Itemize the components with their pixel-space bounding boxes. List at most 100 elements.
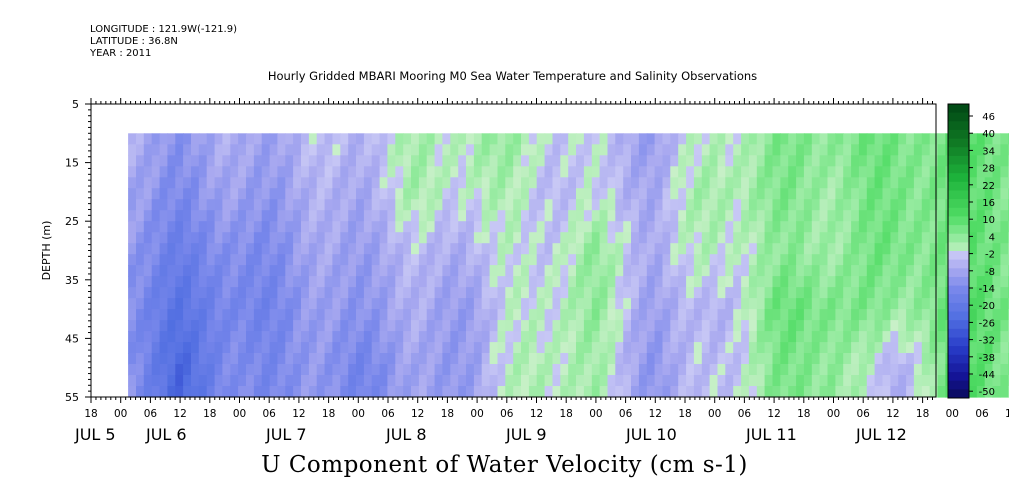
heatmap-cell bbox=[183, 375, 192, 387]
heatmap-cell bbox=[450, 276, 459, 288]
heatmap-cell bbox=[741, 177, 750, 189]
heatmap-cell bbox=[756, 199, 766, 211]
heatmap-cell bbox=[348, 320, 357, 332]
heatmap-cell bbox=[898, 243, 907, 255]
heatmap-cell bbox=[363, 276, 373, 288]
heatmap-cell bbox=[607, 287, 616, 299]
heatmap-cell bbox=[379, 254, 389, 266]
heatmap-cell bbox=[183, 254, 192, 266]
heatmap-cell bbox=[285, 166, 294, 178]
heatmap-cell bbox=[772, 309, 781, 321]
heatmap-cell bbox=[136, 386, 145, 398]
heatmap-cell bbox=[929, 287, 939, 299]
heatmap-cell bbox=[654, 298, 664, 310]
heatmap-cell bbox=[395, 199, 404, 211]
heatmap-cell bbox=[269, 342, 279, 354]
colorbar-swatch bbox=[948, 320, 969, 330]
heatmap-cell bbox=[811, 276, 821, 288]
heatmap-cell bbox=[851, 342, 860, 354]
heatmap-cell bbox=[505, 309, 514, 321]
heatmap-cell bbox=[717, 210, 726, 222]
heatmap-cell bbox=[678, 265, 687, 277]
heatmap-cell bbox=[976, 188, 986, 200]
heatmap-cell bbox=[269, 364, 279, 376]
heatmap-cell bbox=[764, 298, 774, 310]
heatmap-cell bbox=[253, 265, 263, 277]
heatmap-cell bbox=[151, 254, 161, 266]
heatmap-cell bbox=[316, 353, 326, 365]
heatmap-cell bbox=[615, 309, 624, 321]
heatmap-cell bbox=[937, 353, 946, 365]
heatmap-cell bbox=[796, 320, 805, 332]
heatmap-cell bbox=[583, 375, 593, 387]
heatmap-cell bbox=[136, 342, 145, 354]
heatmap-cell bbox=[473, 155, 483, 167]
heatmap-cell bbox=[576, 188, 585, 200]
heatmap-cell bbox=[136, 166, 145, 178]
heatmap-cell bbox=[717, 133, 726, 145]
heatmap-cell bbox=[568, 276, 577, 288]
heatmap-cell bbox=[748, 155, 758, 167]
heatmap-cell bbox=[316, 298, 326, 310]
heatmap-cell bbox=[261, 309, 271, 321]
heatmap-cell bbox=[136, 177, 145, 189]
heatmap-cell bbox=[615, 188, 624, 200]
heatmap-cell bbox=[489, 232, 499, 244]
heatmap-cell bbox=[984, 320, 994, 332]
heatmap-cell bbox=[151, 342, 161, 354]
heatmap-cell bbox=[143, 166, 153, 178]
heatmap-cell bbox=[599, 386, 609, 398]
heatmap-cell bbox=[654, 364, 664, 376]
heatmap-cell bbox=[843, 199, 852, 211]
heatmap-cell bbox=[434, 232, 444, 244]
heatmap-cell bbox=[395, 166, 404, 178]
heatmap-cell bbox=[544, 309, 554, 321]
heatmap-cell bbox=[788, 386, 797, 398]
heatmap-cell bbox=[851, 309, 860, 321]
heatmap-cell bbox=[434, 221, 444, 233]
x-tick-label: 12 bbox=[649, 408, 662, 420]
heatmap-cell bbox=[733, 144, 742, 156]
heatmap-cell bbox=[324, 177, 334, 189]
heatmap-cell bbox=[356, 320, 365, 332]
heatmap-cell bbox=[552, 386, 561, 398]
heatmap-cell bbox=[481, 287, 491, 299]
heatmap-cell bbox=[175, 342, 184, 354]
heatmap-cell bbox=[505, 287, 514, 299]
x-tick-label: 12 bbox=[767, 408, 780, 420]
heatmap-cell bbox=[536, 353, 546, 365]
heatmap-cell bbox=[701, 254, 711, 266]
heatmap-cell bbox=[277, 232, 286, 244]
heatmap-cell bbox=[615, 298, 624, 310]
heatmap-cell bbox=[191, 254, 200, 266]
heatmap-cell bbox=[701, 320, 711, 332]
heatmap-cell bbox=[670, 320, 679, 332]
heatmap-cell bbox=[458, 177, 467, 189]
x-tick-label: 06 bbox=[381, 408, 395, 420]
heatmap-cell bbox=[481, 243, 491, 255]
heatmap-cell bbox=[230, 342, 239, 354]
heatmap-cell bbox=[222, 309, 231, 321]
heatmap-cell bbox=[835, 188, 844, 200]
heatmap-cell bbox=[395, 155, 404, 167]
heatmap-cell bbox=[136, 232, 145, 244]
heatmap-cell bbox=[568, 155, 577, 167]
heatmap-cell bbox=[277, 276, 286, 288]
heatmap-cell bbox=[748, 243, 758, 255]
heatmap-cell bbox=[411, 364, 420, 376]
colorbar-swatch bbox=[948, 302, 969, 312]
heatmap-cell bbox=[670, 144, 679, 156]
heatmap-cell bbox=[607, 331, 616, 343]
heatmap-cell bbox=[638, 276, 648, 288]
heatmap-cell bbox=[874, 309, 884, 321]
heatmap-cell bbox=[701, 342, 711, 354]
colorbar-swatch bbox=[948, 104, 969, 114]
heatmap-cell bbox=[293, 155, 302, 167]
heatmap-cell bbox=[450, 144, 459, 156]
heatmap-cell bbox=[741, 287, 750, 299]
heatmap-cell bbox=[678, 133, 687, 145]
colorbar-swatch bbox=[948, 155, 969, 165]
heatmap-cell bbox=[796, 144, 805, 156]
heatmap-cell bbox=[426, 276, 436, 288]
heatmap-cell bbox=[411, 232, 420, 244]
